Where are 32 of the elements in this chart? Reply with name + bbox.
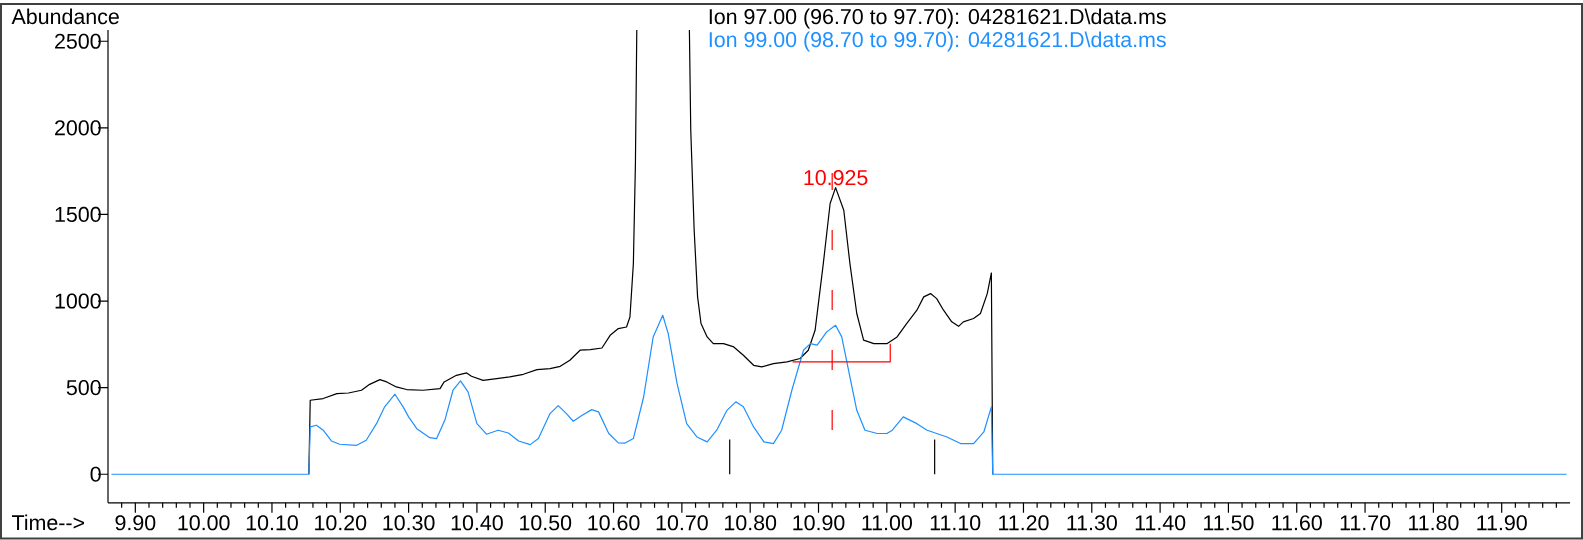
x-tick-label: 9.90 [115,515,156,531]
x-tick-label: 11.10 [930,515,981,531]
x-tick-label: 11.70 [1340,515,1391,531]
x-tick-label: 11.60 [1272,515,1322,531]
y-tick-label: 2500 [55,33,101,49]
x-tick-label: 10.90 [793,515,845,531]
x-tick-label: 11.30 [1067,515,1117,531]
x-tick-label: 10.00 [178,515,230,531]
y-tick-label: 0 [90,466,101,482]
y-tick-label: 2000 [55,120,101,136]
y-axis-title: Abundance [11,8,119,25]
x-tick-label: 10.80 [725,515,777,531]
y-tick-label: 500 [66,380,101,396]
line-series [110,314,1568,475]
series-label: Ion 97.00 (96.70 to 97.70): 04281621.D\data.ms [709,8,1166,29]
x-tick-label: 11.00 [862,515,912,531]
y-tick-label: 1000 [55,293,101,309]
x-tick-label: 10.70 [656,515,708,531]
x-tick-label: 11.80 [1409,515,1459,531]
text: Ion 99.00 (98.70 to 99.70): 04281621.D\data.ms [709,31,1166,52]
x-tick-label: 10.60 [588,515,640,531]
x-tick-label: 11.40 [1135,515,1186,531]
x-tick-label: 10.40 [451,515,503,531]
x-tick-label: 10.20 [315,515,367,531]
x-axis-title: Time--> [12,514,85,531]
x-tick-label: 10.50 [520,515,572,531]
x-tick-label: 11.50 [1204,515,1254,531]
x-tick-label: 10.10 [246,515,298,531]
x-tick-label: 10.30 [383,515,435,531]
x-tick-label: 11.90 [1477,515,1527,531]
y-tick-label: 1500 [55,206,101,223]
x-tick-label: 11.20 [999,515,1049,531]
